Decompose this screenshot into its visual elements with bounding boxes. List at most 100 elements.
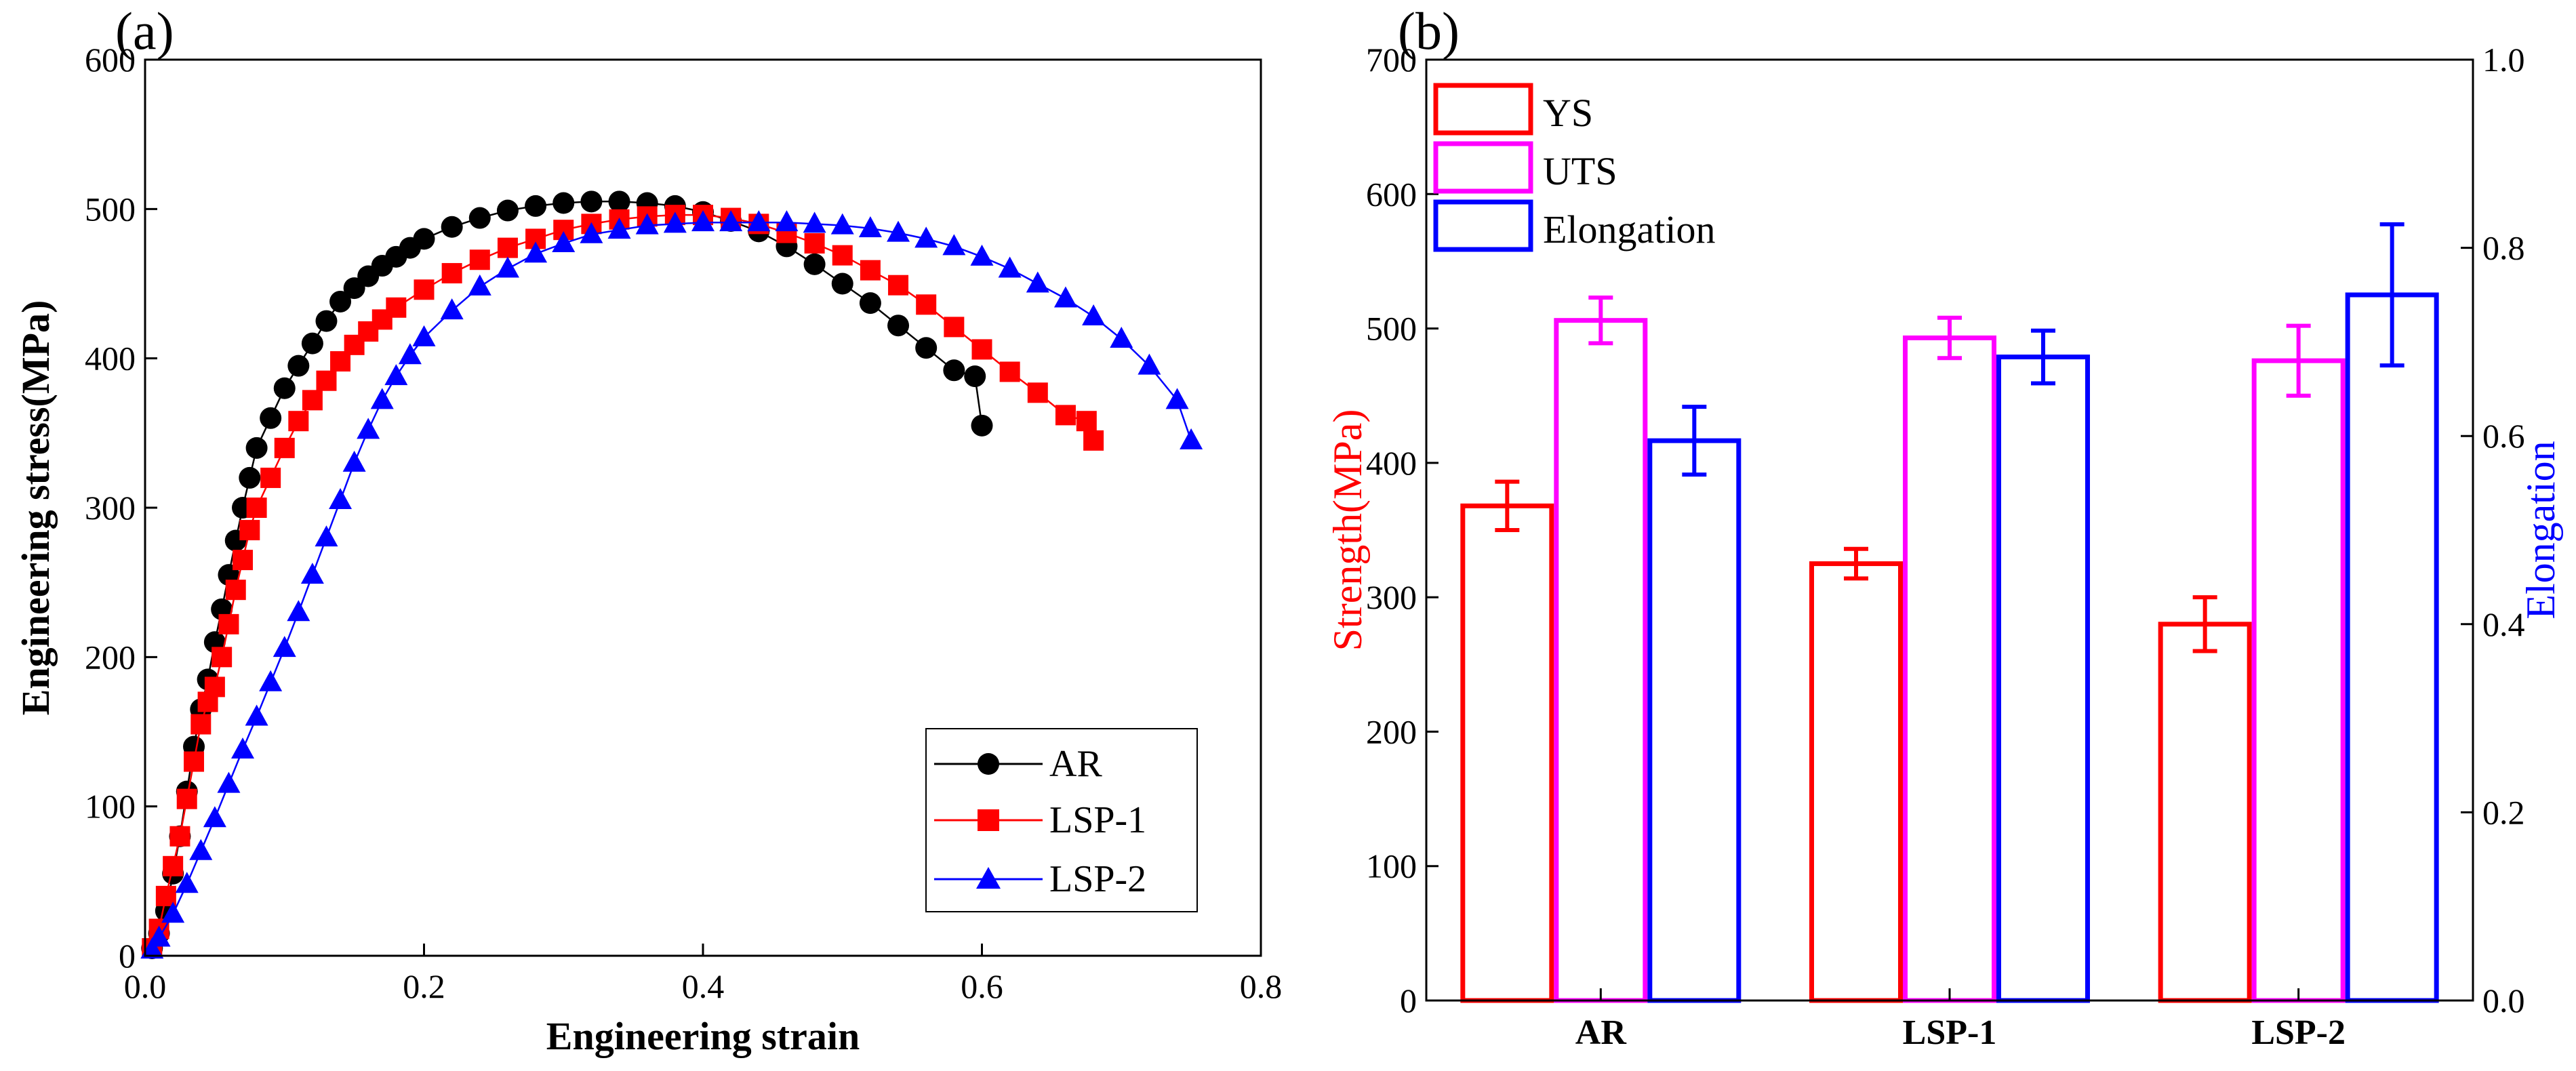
data-point-lsp-1 (1055, 405, 1076, 426)
y-tick-label: 300 (1366, 578, 1417, 616)
panel-a-line-chart: (a) 0.0 0.2 0.4 0.6 0.8 0100200300400500600 … (14, 1, 1282, 1058)
error-bar-elongation (2031, 328, 2055, 386)
data-point-lsp-1 (225, 580, 246, 601)
data-point-lsp-1 (288, 411, 309, 432)
y-tick-label: 600 (1366, 175, 1417, 213)
panel-b-label: (b) (1398, 1, 1460, 60)
panel-b-bars (1460, 222, 2439, 1003)
data-point-lsp-2 (998, 256, 1022, 278)
data-point-lsp-2 (1110, 327, 1133, 348)
data-point-ar (245, 437, 268, 459)
data-point-lsp-1 (212, 647, 233, 668)
data-point-lsp-2 (552, 231, 576, 253)
legend-marker-square (978, 809, 999, 831)
data-point-ar (329, 290, 352, 312)
legend-item-lsp-1: LSP-1 (934, 799, 1146, 841)
data-point-lsp-1 (916, 294, 937, 315)
data-point-lsp-1 (832, 245, 853, 266)
data-point-lsp-1 (1083, 430, 1104, 451)
data-point-ar (831, 272, 853, 295)
bar-uts (2251, 358, 2346, 1003)
y-tick-label: 100 (85, 788, 136, 826)
y-tick-label: 600 (85, 41, 136, 79)
data-point-lsp-2 (315, 525, 338, 547)
panel-a-y-ticks: 0 100 200 300 400 500 600 (85, 41, 157, 975)
bar-group-lsp-1 (1809, 315, 2090, 1003)
legend-label-ys: YS (1543, 91, 1593, 135)
data-point-lsp-1 (804, 233, 825, 254)
data-point-lsp-2 (858, 216, 882, 237)
data-point-lsp-1 (239, 520, 260, 541)
series-lsp-2 (140, 210, 1203, 959)
data-point-ar (859, 292, 881, 315)
data-point-lsp-1 (1027, 382, 1048, 403)
series-ar (141, 190, 993, 959)
error-bar-ys (1844, 546, 1868, 581)
data-point-lsp-2 (1180, 428, 1203, 449)
data-point-ar (887, 315, 910, 337)
y-tick-label: 100 (1366, 847, 1417, 885)
data-point-lsp-2 (970, 244, 994, 266)
panel-b-legend: YS UTS Elongation (1433, 83, 1716, 252)
data-point-lsp-1 (441, 263, 462, 284)
data-point-ar (552, 192, 575, 214)
data-point-lsp-2 (887, 220, 910, 242)
bar-ys (2158, 622, 2252, 1003)
y2-tick-label: 0.6 (2482, 417, 2525, 455)
data-point-ar (964, 365, 986, 388)
data-point-lsp-2 (370, 388, 394, 409)
data-point-lsp-1 (860, 260, 881, 281)
data-point-lsp-1 (414, 279, 435, 300)
data-point-ar (287, 355, 310, 377)
data-point-lsp-2 (942, 234, 966, 256)
panel-a-label: (a) (115, 1, 174, 60)
category-label: AR (1575, 1013, 1628, 1052)
data-point-lsp-2 (635, 213, 659, 235)
data-point-lsp-2 (830, 213, 854, 235)
data-point-ar (315, 310, 338, 332)
data-point-lsp-2 (398, 343, 422, 365)
panel-b-left-y-ticks: 0 100 200 300 400 500 600 700 (1366, 41, 1438, 1019)
data-point-lsp-2 (1053, 286, 1077, 308)
data-point-lsp-2 (342, 450, 366, 472)
bar-ys (1460, 503, 1554, 1003)
legend-item-elongation: Elongation (1433, 199, 1716, 252)
y-tick-label: 500 (1366, 310, 1417, 348)
y-tick-label: 300 (85, 489, 136, 527)
legend-label-ar: AR (1049, 743, 1102, 785)
data-point-lsp-2 (1138, 353, 1161, 375)
data-point-ar (260, 407, 282, 429)
bar-group-lsp-2 (2158, 222, 2439, 1003)
data-point-lsp-2 (440, 298, 464, 320)
data-point-lsp-2 (175, 872, 199, 893)
data-point-lsp-2 (580, 222, 603, 243)
data-point-lsp-2 (231, 737, 255, 759)
data-point-lsp-2 (607, 218, 631, 239)
x-tick-label: 0.6 (961, 967, 1003, 1005)
y2-tick-label: 1.0 (2482, 41, 2525, 79)
data-point-ar (915, 337, 938, 359)
legend-item-ar: AR (934, 743, 1102, 785)
data-point-lsp-2 (775, 210, 799, 232)
panel-a-x-axis-label: Engineering strain (546, 1014, 860, 1058)
data-point-lsp-1 (233, 550, 254, 571)
panel-a-x-ticks: 0.0 0.2 0.4 0.6 0.8 (124, 944, 1283, 1005)
data-point-lsp-1 (274, 437, 295, 458)
panel-b-right-y-axis-label: Elongation (2518, 441, 2563, 619)
legend-swatch-ys (1433, 83, 1533, 136)
legend-label-lsp-2: LSP-2 (1049, 858, 1146, 900)
data-point-lsp-2 (412, 325, 436, 346)
data-point-lsp-2 (1082, 304, 1106, 325)
x-tick-label: 0.8 (1240, 967, 1283, 1005)
data-point-lsp-2 (189, 838, 213, 860)
y2-tick-label: 0.8 (2482, 229, 2525, 267)
y-tick-label: 700 (1366, 41, 1417, 79)
data-point-lsp-2 (217, 771, 241, 793)
panel-b-axes-frame (1425, 58, 2474, 1002)
bar-ys (1809, 561, 1903, 1003)
panel-a-plot-area (140, 190, 1203, 959)
legend-marker-triangle (976, 867, 1001, 889)
data-point-lsp-2 (161, 902, 185, 923)
y-tick-label: 400 (1366, 444, 1417, 482)
category-label: LSP-1 (1903, 1013, 1997, 1052)
